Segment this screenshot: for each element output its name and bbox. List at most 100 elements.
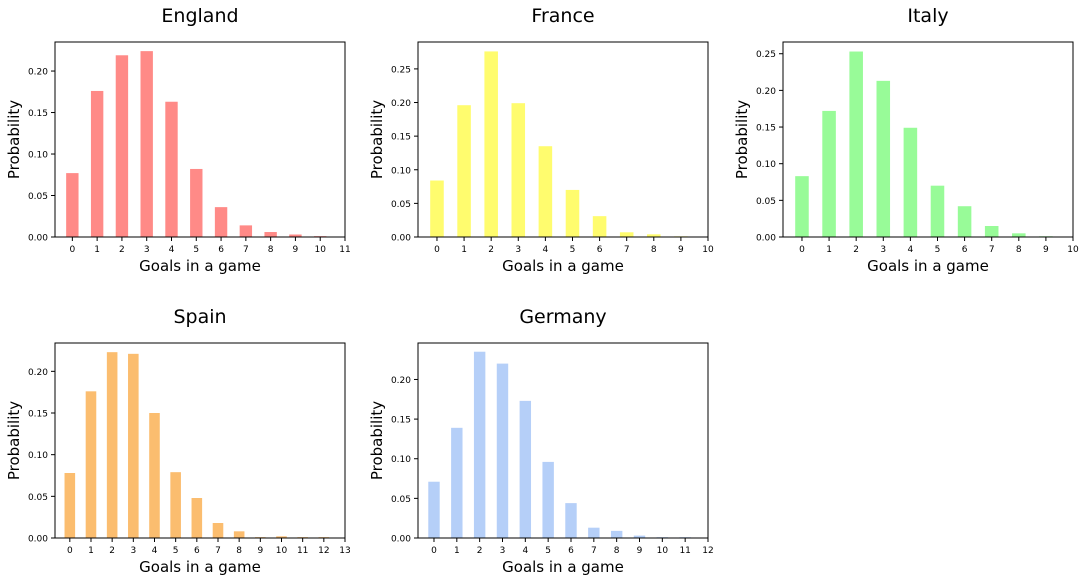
bar [473,351,486,538]
bar [984,226,999,237]
y-tick-label: 0.00 [28,234,48,244]
subplot-france: 0 1 2 3 4 5 6 7 8 9 10 0.00 0.05 0.10 0.15 0.20 0.25 Fran… [368,5,714,275]
bar [519,400,532,538]
plot-frame [417,342,709,539]
bar [128,353,139,538]
x-tick-label: 7 [243,245,249,255]
x-tick-label: 13 [339,546,350,556]
bar [149,413,160,538]
x-tick-label: 12 [318,546,329,556]
x-tick-label: 0 [69,245,75,255]
y-tick-label: 0.00 [756,234,776,244]
plot-frame [54,342,346,539]
x-tick-label: 0 [434,245,440,255]
chart-title: Italy [907,5,948,27]
bar [565,189,580,237]
x-axis-label: Goals in a game [502,558,624,576]
x-tick-label: 8 [1016,245,1022,255]
y-tick-label: 0.10 [756,160,776,170]
bar [511,103,526,237]
x-axis-label: Goals in a game [502,257,624,275]
x-tick-label: 0 [431,546,437,556]
x-tick-label: 10 [314,245,326,255]
x-tick-label: 11 [297,546,308,556]
bar [610,530,623,538]
y-tick-label: 0.10 [28,151,48,161]
bar [233,531,245,538]
bar [239,225,253,237]
x-tick-label: 10 [657,546,669,556]
x-tick-label: 1 [94,245,100,255]
y-tick-label: 0.15 [391,133,411,143]
y-axis-label: Probability [368,401,386,480]
y-tick-label: 0.25 [756,50,776,60]
x-axis-label: Goals in a game [139,257,261,275]
bar [115,55,129,237]
bar [849,51,863,237]
bar [264,232,277,237]
y-tick-label: 0.15 [391,416,411,426]
plot-frame [54,41,346,238]
x-tick-label: 4 [169,245,175,255]
y-tick-label: 0.20 [28,68,48,78]
chart-title: Spain [173,306,226,328]
bar [212,523,224,538]
x-axis-label: Goals in a game [867,257,989,275]
bar [633,535,646,538]
x-tick-label: 5 [173,546,179,556]
x-tick-label: 4 [152,546,158,556]
x-tick-label: 1 [461,245,467,255]
x-tick-label: 1 [826,245,832,255]
x-tick-label: 9 [678,245,684,255]
y-axis-label: Probability [733,100,751,179]
y-axis-label: Probability [5,100,23,179]
bar [930,185,945,237]
y-tick-label: 0.15 [28,109,48,119]
x-tick-label: 5 [935,245,941,255]
bar [795,176,809,237]
bar [85,391,97,538]
x-tick-label: 6 [962,245,968,255]
y-tick-label: 0.05 [756,197,776,207]
bar [588,527,600,538]
x-tick-label: 3 [880,245,886,255]
x-tick-label: 10 [276,546,288,556]
y-tick-label: 0.10 [391,166,411,176]
chart-title: Germany [519,306,606,328]
bar [647,234,661,237]
bar [538,146,553,237]
bar [214,207,228,237]
y-tick-label: 0.15 [28,410,48,420]
y-tick-label: 0.10 [391,455,411,465]
bar [565,503,577,538]
x-tick-label: 3 [515,245,521,255]
bar [66,173,79,237]
x-tick-label: 7 [591,546,597,556]
x-tick-label: 9 [1043,245,1049,255]
bar [106,352,118,538]
bar [457,105,471,238]
x-tick-label: 4 [522,546,528,556]
bar [451,427,463,538]
x-tick-label: 4 [908,245,914,255]
y-tick-label: 0.00 [391,234,411,244]
x-tick-label: 10 [1067,245,1079,255]
x-tick-label: 11 [339,245,350,255]
x-tick-label: 9 [293,245,299,255]
x-tick-label: 2 [853,245,859,255]
y-tick-label: 0.05 [28,493,48,503]
bar [619,232,634,237]
y-tick-label: 0.00 [28,535,48,545]
x-tick-label: 11 [679,546,690,556]
x-tick-label: 8 [268,245,274,255]
bar [289,234,302,237]
y-tick-label: 0.05 [28,192,48,202]
bar [542,461,554,538]
bar [1012,233,1026,237]
x-tick-label: 5 [545,546,551,556]
bar [876,80,891,237]
chart-title: England [161,5,238,27]
y-tick-label: 0.05 [391,200,411,210]
bar [957,206,972,237]
